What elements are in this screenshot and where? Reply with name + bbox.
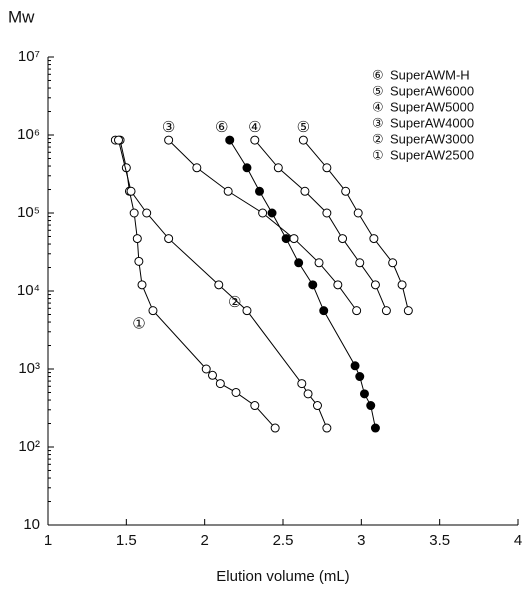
data-point	[355, 372, 365, 382]
series-tag: ④	[248, 119, 261, 136]
data-point	[319, 306, 329, 316]
y-axis-label: Mw	[8, 7, 35, 26]
series-tag: ⑥	[215, 119, 228, 136]
data-point	[322, 423, 332, 433]
data-point	[366, 401, 376, 411]
legend-label: SuperAW4000	[390, 115, 474, 130]
legend-label: SuperAW3000	[390, 131, 474, 146]
legend-label: SuperAW6000	[390, 83, 474, 98]
x-tick-label: 1	[44, 532, 52, 549]
data-point	[223, 186, 233, 196]
series-line	[254, 139, 387, 311]
data-point	[297, 379, 307, 389]
data-point	[308, 280, 318, 290]
legend-label: SuperAW5000	[390, 99, 474, 114]
data-point	[192, 163, 202, 173]
y-tick-label: 10	[23, 516, 40, 533]
y-tick-label: 10⁶	[17, 126, 40, 143]
data-point	[129, 208, 139, 218]
data-point	[381, 306, 391, 316]
series-line	[302, 139, 409, 311]
data-point	[352, 306, 362, 316]
data-point	[303, 389, 313, 399]
data-point	[298, 135, 308, 145]
legend-label: SuperAW2500	[390, 147, 474, 162]
data-point	[126, 186, 136, 196]
data-point	[388, 258, 398, 268]
data-point	[258, 208, 268, 218]
series-tag: ②	[228, 294, 241, 311]
data-point	[137, 280, 147, 290]
data-point	[370, 280, 380, 290]
y-tick-label: 10⁴	[17, 282, 40, 299]
data-point	[215, 379, 225, 389]
data-point	[341, 186, 351, 196]
data-point	[250, 401, 260, 411]
y-tick-label: 10⁷	[18, 48, 40, 65]
data-point	[231, 387, 241, 397]
data-point	[255, 186, 264, 196]
legend-symbol: ②	[372, 131, 384, 146]
data-point	[273, 163, 283, 173]
data-point	[267, 208, 277, 218]
data-point	[294, 258, 304, 268]
data-point	[208, 370, 217, 380]
series-tag: ⑤	[297, 119, 310, 136]
data-point	[134, 256, 144, 266]
x-tick-label: 2	[200, 532, 208, 549]
x-axis-label: Elution volume (mL)	[216, 568, 349, 585]
y-tick-label: 10⁵	[17, 204, 40, 221]
series-line	[118, 139, 328, 429]
y-tick-label: 10³	[18, 360, 40, 377]
series-line	[168, 139, 358, 311]
data-point	[397, 280, 407, 290]
data-point	[242, 306, 252, 316]
data-point	[270, 423, 280, 433]
data-point	[369, 234, 379, 244]
data-point	[289, 234, 299, 244]
legend-symbol: ⑤	[372, 83, 384, 98]
data-point	[164, 135, 174, 145]
data-point	[214, 280, 224, 290]
x-tick-label: 3.5	[429, 532, 450, 549]
data-point	[225, 135, 235, 145]
data-point	[281, 234, 291, 244]
data-point	[250, 135, 260, 145]
data-point	[322, 208, 332, 218]
legend-symbol: ⑥	[372, 67, 384, 82]
data-point	[333, 280, 343, 290]
legend-label: SuperAWM-H	[390, 67, 470, 82]
data-point	[242, 163, 252, 173]
legend-symbol: ③	[372, 115, 384, 130]
legend-symbol: ④	[372, 99, 384, 114]
x-tick-label: 4	[514, 532, 522, 549]
x-tick-label: 1.5	[116, 532, 137, 549]
data-point	[359, 389, 369, 399]
data-point	[201, 364, 211, 374]
x-tick-label: 3	[357, 532, 365, 549]
data-point	[322, 163, 332, 173]
data-point	[314, 258, 324, 268]
data-point	[300, 186, 310, 196]
data-point	[403, 306, 413, 316]
data-point	[355, 258, 365, 268]
data-point	[132, 234, 142, 244]
series-tag: ③	[162, 119, 175, 136]
data-point	[350, 361, 360, 371]
y-tick-label: 10²	[18, 438, 40, 455]
data-point	[164, 234, 174, 244]
data-point	[312, 401, 322, 411]
data-point	[353, 208, 363, 218]
data-point	[148, 306, 158, 316]
x-tick-label: 2.5	[273, 532, 294, 549]
data-point	[142, 208, 152, 218]
data-point	[114, 135, 123, 145]
legend-symbol: ①	[372, 147, 384, 162]
series-tag: ①	[132, 316, 145, 333]
data-point	[338, 234, 348, 244]
data-point	[370, 423, 380, 433]
